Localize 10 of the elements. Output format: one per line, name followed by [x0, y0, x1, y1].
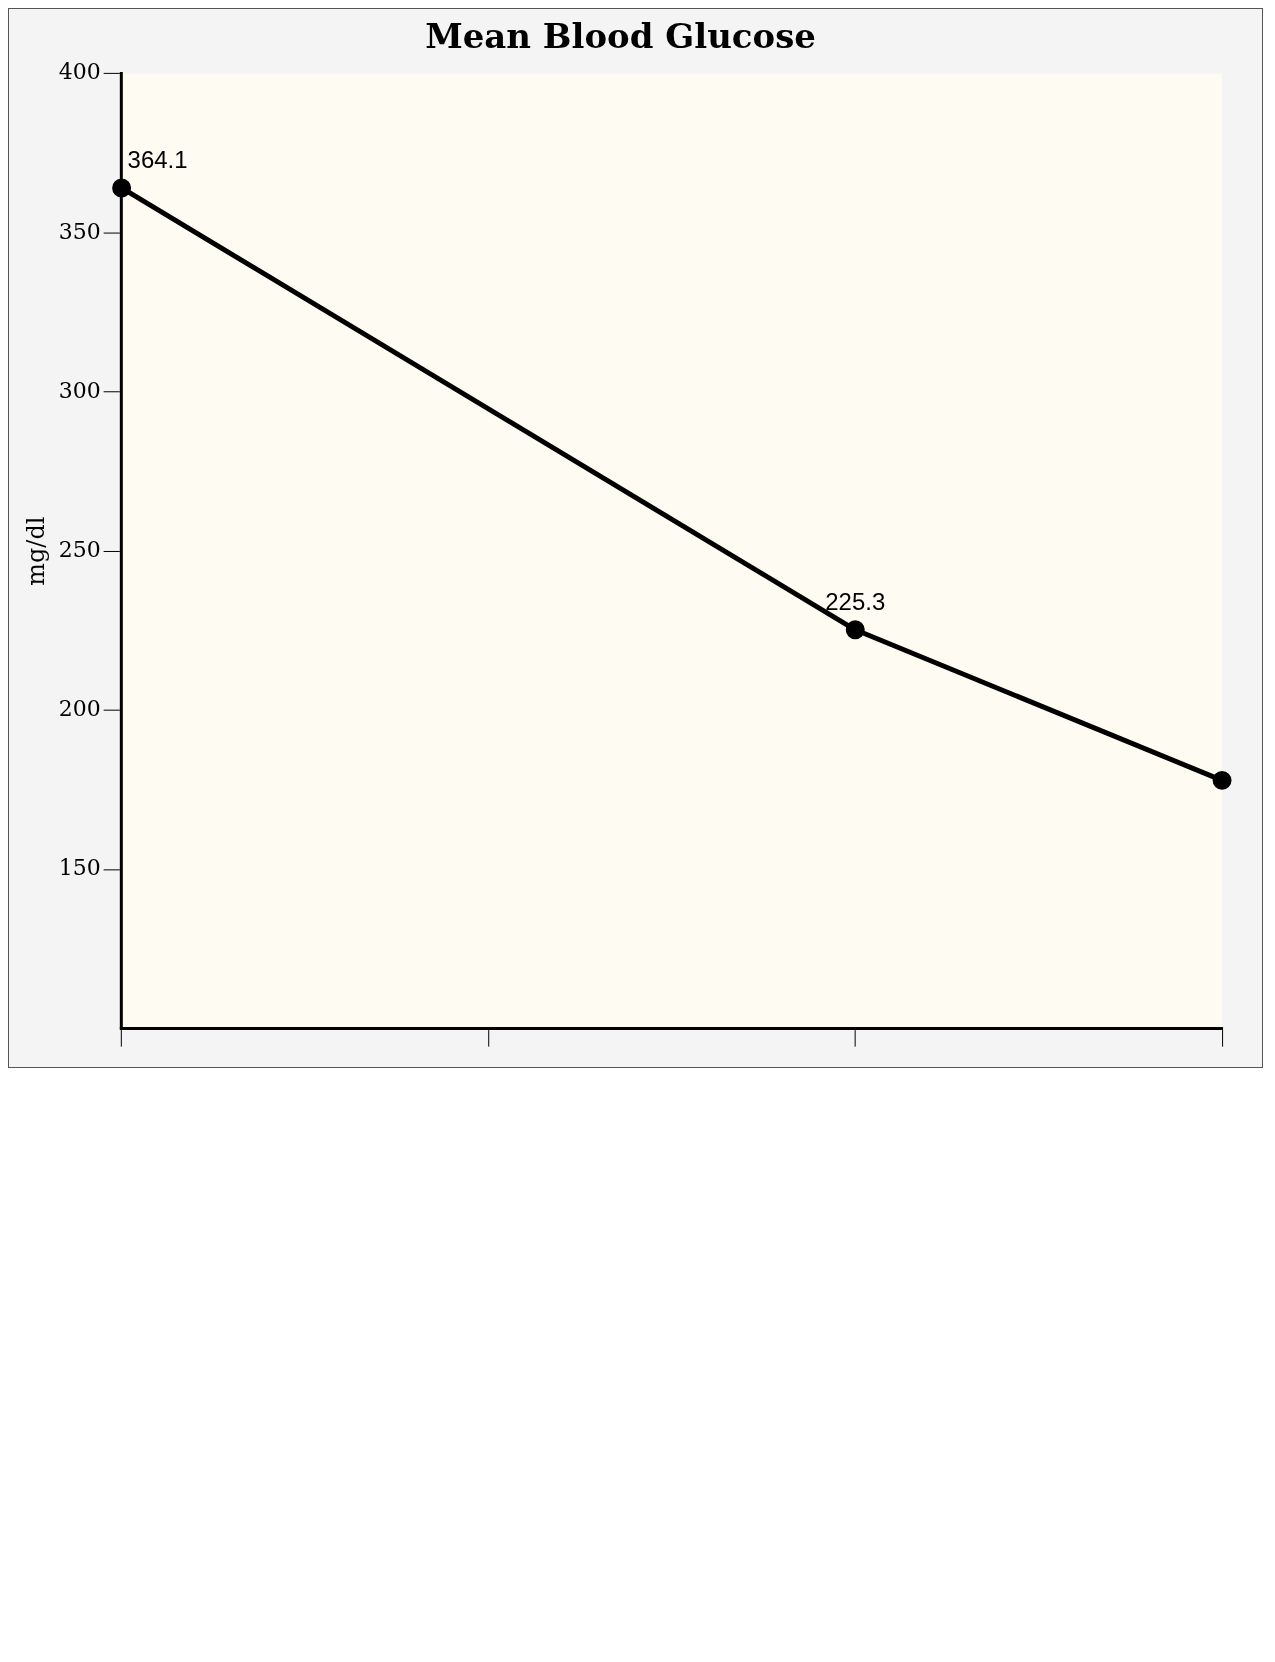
y-tick-label: 300: [58, 377, 101, 403]
chart-title: Mean Blood Glucose: [425, 16, 816, 57]
data-label: 364.1: [127, 146, 188, 173]
y-axis-title: mg/dl: [21, 516, 50, 586]
y-tick-label: 250: [58, 536, 101, 562]
y-tick-label: 150: [58, 855, 101, 881]
data-label: 225.3: [825, 587, 886, 615]
y-tick-label: 350: [58, 218, 101, 244]
y-tick-label: 200: [58, 696, 101, 722]
y-tick-label: 400: [58, 59, 101, 85]
